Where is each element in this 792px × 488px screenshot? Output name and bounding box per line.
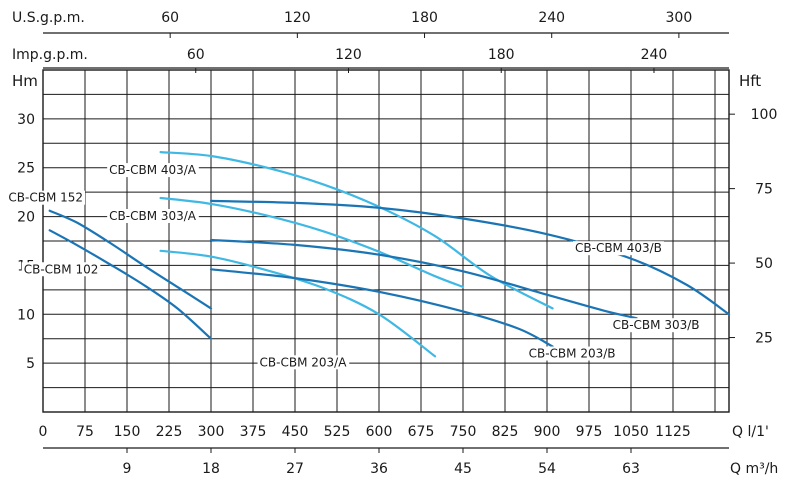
y-left-tick-label: 5 — [26, 356, 35, 372]
curve-label-cb-cbm-203-b: CB-CBM 203/B — [529, 347, 616, 361]
m3h-tick-label: 45 — [454, 461, 472, 477]
x-bottom-tick-label: 600 — [366, 424, 393, 440]
curve-label-bg-cb-cbm-403-b — [573, 241, 664, 256]
curve-cb-cbm-152 — [48, 209, 213, 310]
impgpm-tick-label: 60 — [187, 47, 205, 63]
usgpm-tick-label: 240 — [538, 10, 565, 26]
x-bottom-tick-label: 75 — [76, 424, 94, 440]
usgpm-tick-label: 300 — [666, 10, 693, 26]
curve-label-cb-cbm-203-a: CB-CBM 203/A — [260, 355, 348, 369]
y-right-tick-label: 50 — [755, 256, 773, 272]
x-bottom-tick-label: 225 — [156, 424, 183, 440]
impgpm-tick-label: 240 — [641, 47, 668, 63]
impgpm-axis-label: Imp.g.p.m. — [12, 47, 88, 63]
x-bottom-tick-label: 150 — [114, 424, 141, 440]
m3h-tick-label: 36 — [370, 461, 388, 477]
m3h-tick-label: 9 — [123, 461, 132, 477]
impgpm-tick-label: 120 — [335, 47, 362, 63]
x-bottom-tick-label: 825 — [492, 424, 519, 440]
x-bottom-tick-label: 975 — [576, 424, 603, 440]
y-left-tick-label: 30 — [17, 112, 35, 128]
usgpm-tick-label: 180 — [411, 10, 438, 26]
m3h-tick-label: 18 — [202, 461, 220, 477]
m3h-axis-label: Q m³/h — [730, 461, 778, 477]
x-bottom-tick-label: 1125 — [655, 424, 691, 440]
m3h-tick-label: 54 — [538, 461, 556, 477]
x-bottom-tick-label: 900 — [534, 424, 561, 440]
curve-label-bg-cb-cbm-303-b — [610, 318, 702, 333]
y-right-tick-label: 100 — [751, 107, 778, 123]
curve-label-bg-cb-cbm-102 — [21, 262, 101, 277]
x-bottom-tick-label: 375 — [240, 424, 267, 440]
curve-cb-cbm-203-b — [209, 268, 554, 348]
plot-frame — [42, 69, 730, 413]
m3h-ticks: 9 18 27 36 45 54 63 — [123, 448, 640, 477]
curve-label-cb-cbm-303-a: CB-CBM 303/A — [109, 209, 197, 223]
x-bottom-tick-label: 525 — [324, 424, 351, 440]
curve-label-bg-cb-cbm-403-a — [107, 163, 199, 178]
y-right-tick-label: 25 — [755, 331, 773, 347]
curve-label-cb-cbm-403-b: CB-CBM 403/B — [575, 241, 662, 255]
y-left-axis-label: Hm — [12, 72, 38, 90]
impgpm-ticks: 60 120 180 240 — [187, 47, 668, 73]
x-bottom-tick-label: 450 — [282, 424, 309, 440]
curve-cb-cbm-403-b — [209, 199, 731, 316]
usgpm-tick-label: 120 — [284, 10, 311, 26]
curve-label-bg-cb-cbm-203-b — [526, 346, 618, 361]
usgpm-tick-label: 60 — [161, 10, 179, 26]
curve-label-cb-cbm-102: CB-CBM 102 — [24, 262, 99, 276]
pump-curves — [48, 151, 731, 358]
curve-cb-cbm-403-a — [159, 151, 554, 310]
curve-label-bg-cb-cbm-152 — [6, 190, 86, 205]
curve-cb-cbm-303-b — [209, 238, 638, 320]
curve-label-bg-cb-cbm-203-a — [257, 355, 350, 370]
x-bottom-axis-label: Q l/1' — [732, 424, 769, 440]
y-right-ticks: 25 50 75 100 — [729, 107, 778, 347]
m3h-tick-label: 27 — [286, 461, 304, 477]
impgpm-tick-label: 180 — [488, 47, 515, 63]
y-left-ticks: 51015202530 — [17, 112, 35, 372]
x-bottom-tick-label: 675 — [408, 424, 435, 440]
x-bottom-ticks: 0 75 150 225 300 375 450 525 600 675 750 825 900 975 1… — [39, 424, 691, 440]
usgpm-axis-label: U.S.g.p.m. — [12, 10, 85, 26]
y-left-tick-label: 20 — [17, 210, 35, 226]
y-right-tick-label: 75 — [755, 182, 773, 198]
x-bottom-tick-label: 0 — [39, 424, 48, 440]
usgpm-ticks: 60 120 180 240 300 — [161, 10, 692, 38]
curve-labels: CB-CBM 152 CB-CBM 102 CB-CBM 403/A CB-CBM 3… — [6, 163, 702, 370]
curve-cb-cbm-303-a — [159, 196, 465, 288]
curve-label-cb-cbm-403-a: CB-CBM 403/A — [109, 163, 197, 177]
x-bottom-tick-label: 750 — [450, 424, 477, 440]
m3h-tick-label: 63 — [622, 461, 640, 477]
curve-label-cb-cbm-152: CB-CBM 152 — [8, 191, 83, 205]
y-left-tick-label: 25 — [17, 161, 35, 177]
y-left-tick-label: 10 — [17, 307, 35, 323]
curve-cb-cbm-102 — [48, 229, 213, 340]
curve-label-cb-cbm-303-b: CB-CBM 303/B — [613, 318, 700, 332]
x-bottom-tick-label: 1050 — [613, 424, 649, 440]
curve-label-bg-cb-cbm-303-a — [107, 209, 199, 224]
x-bottom-tick-label: 300 — [198, 424, 225, 440]
y-right-axis-label: Hft — [739, 72, 761, 90]
